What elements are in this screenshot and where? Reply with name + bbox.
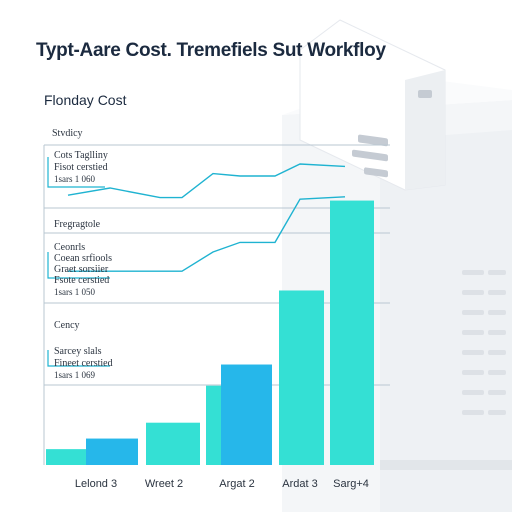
- bar: [206, 385, 222, 465]
- x-tick-label: Ardat 3: [282, 478, 318, 490]
- annotation-3-line1: Sarcey slals: [54, 346, 102, 357]
- bar: [279, 290, 324, 465]
- annotation-2-line1: Ceonrls: [54, 242, 86, 253]
- annotation-2-line2: Coean srfiools: [54, 253, 113, 264]
- annotation-2-line4: Fsote cerstied: [54, 275, 110, 286]
- annotation-fregragtole: Fregragtole: [54, 219, 101, 230]
- annotation-stvdicy: Stvdicy: [52, 128, 83, 139]
- leader-1: [47, 157, 105, 188]
- chart-subtitle: Flonday Cost: [44, 92, 127, 108]
- leader-2: [47, 252, 110, 279]
- annotation-1-line3: 1sars 1 060: [54, 174, 95, 184]
- annotation-cency: Cency: [54, 320, 80, 331]
- bar: [330, 200, 374, 466]
- bar: [86, 438, 138, 465]
- annotation-2-line3: Graet sorsiier: [54, 264, 109, 275]
- chart-title: Typt-Aare Cost. Tremefiels Sut Workfloy: [36, 40, 386, 61]
- bar: [46, 449, 86, 465]
- series-line: [67, 163, 346, 199]
- x-tick-label: Wreet 2: [144, 478, 184, 490]
- x-tick-label: Argat 2: [219, 478, 255, 490]
- annotation-1-line1: Cots Taglliny: [54, 150, 108, 161]
- annotation-3-line2: Fineet cerstied: [54, 358, 113, 369]
- series-line: [68, 196, 346, 272]
- x-tick-label: Lelond 3: [74, 478, 118, 490]
- bar: [146, 422, 200, 465]
- x-tick-label: Sarg+4: [333, 478, 369, 490]
- annotation-2-line5: 1sars 1 050: [54, 287, 95, 297]
- annotation-3-line3: 1sars 1 069: [54, 370, 95, 380]
- leader-3: [47, 350, 110, 367]
- annotation-1-line2: Fisot cerstied: [54, 162, 108, 173]
- bar: [221, 364, 272, 465]
